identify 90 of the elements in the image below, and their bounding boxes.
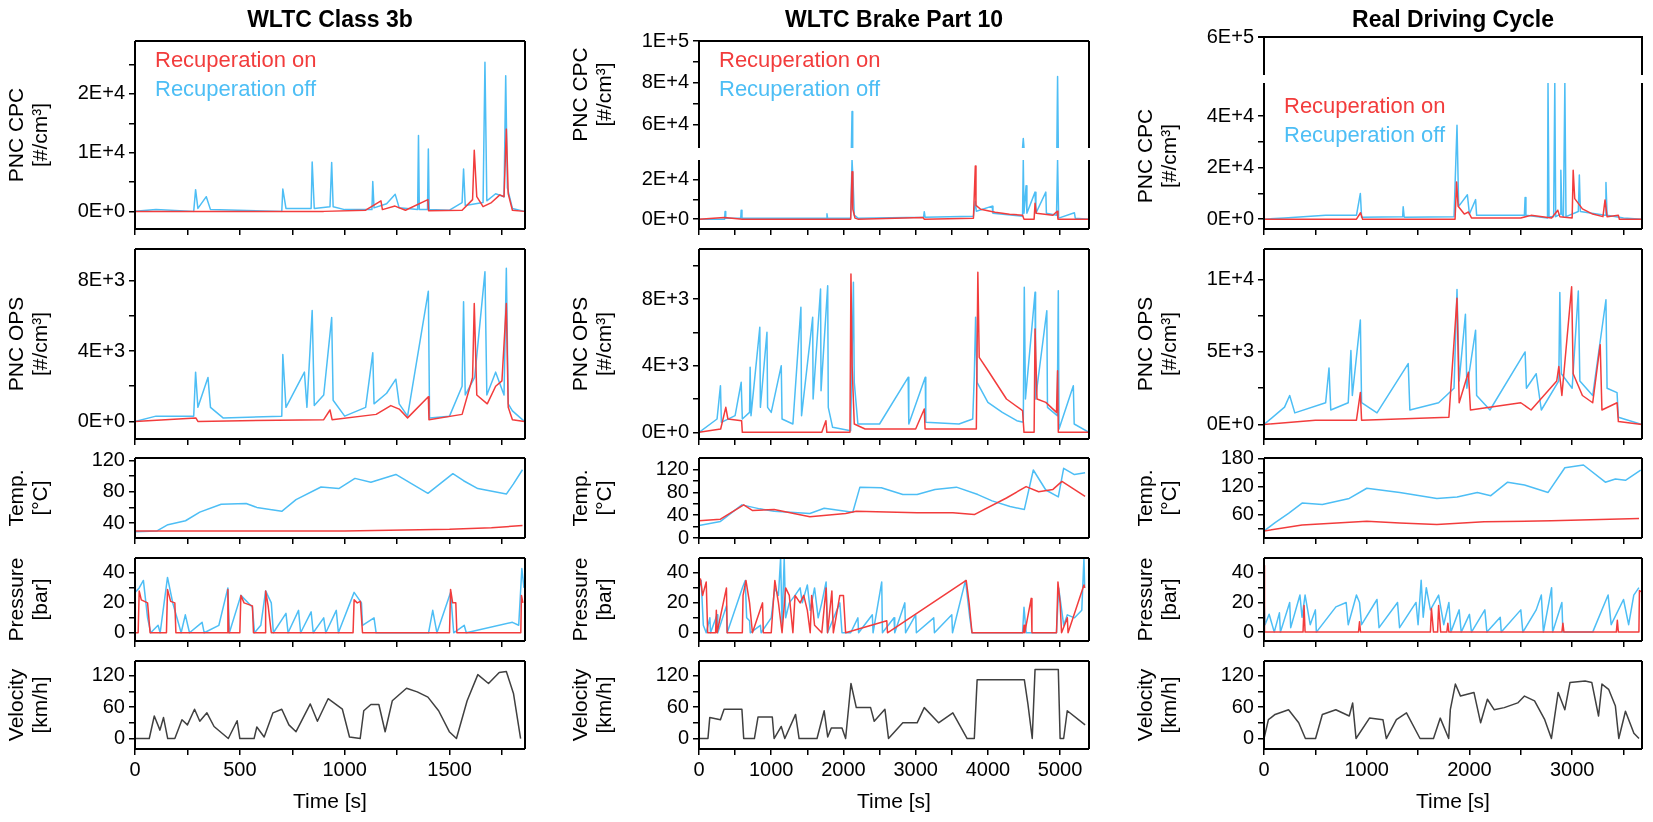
text: 6E+5 bbox=[1206, 24, 1254, 47]
y-tick-label: 80 bbox=[102, 479, 125, 502]
y-tick-label: 8E+3 bbox=[641, 286, 689, 309]
x-tick-label: 1000 bbox=[1344, 757, 1389, 780]
y-axis-title: PNC OPS [#/cm³] bbox=[1132, 296, 1181, 392]
y-tick-label: 0E+0 bbox=[77, 198, 125, 221]
y-tick-label: 40 bbox=[102, 510, 125, 533]
text: Recuperation on bbox=[719, 46, 881, 74]
y-tick-label: 0 bbox=[113, 726, 125, 749]
x-axis-title: Time [s] bbox=[1416, 789, 1490, 813]
y-tick-label: 4E+3 bbox=[641, 353, 689, 376]
chart-title: WLTC Class 3b bbox=[246, 6, 414, 32]
y-axis-title: PNC CPC [#/cm³] bbox=[1132, 108, 1181, 204]
y-tick-label: 40 bbox=[1231, 560, 1254, 583]
y-axis-title: PNC CPC [#/cm³] bbox=[3, 87, 52, 183]
x-tick-label: 1500 bbox=[427, 757, 472, 780]
chart-title: WLTC Brake Part 10 bbox=[783, 6, 1005, 32]
y-tick-label: 60 bbox=[1231, 694, 1254, 717]
y-tick-label: 2E+4 bbox=[641, 167, 689, 190]
y-tick-label: 120 bbox=[91, 663, 125, 686]
x-tick-label: 1000 bbox=[322, 757, 367, 780]
y-tick-label: 40 bbox=[666, 560, 689, 583]
y-tick-label: 1E+4 bbox=[1206, 266, 1254, 289]
y-tick-label: 0E+0 bbox=[77, 408, 125, 431]
y-tick-label: 20 bbox=[102, 590, 125, 613]
series-label: Recuperation off bbox=[1284, 121, 1446, 149]
text: Recuperation off bbox=[719, 75, 881, 103]
y-tick-label: 1E+4 bbox=[77, 140, 125, 163]
y-axis-title: Pressure [bar] bbox=[1132, 557, 1181, 642]
y-tick-label: 0 bbox=[1242, 726, 1254, 749]
x-tick-label: 4000 bbox=[965, 757, 1011, 780]
y-tick-label: 2E+4 bbox=[1206, 155, 1254, 178]
y-axis-title: Temp. [°C] bbox=[1132, 469, 1181, 527]
y-tick-label: 4E+3 bbox=[77, 338, 125, 361]
y-axis-title: Pressure [bar] bbox=[3, 557, 52, 642]
text: Recuperation on bbox=[1284, 92, 1446, 120]
chart-title: Real Driving Cycle bbox=[1351, 6, 1555, 32]
x-tick-label: 2000 bbox=[1447, 757, 1492, 780]
y-tick-label: 40 bbox=[666, 502, 689, 525]
y-tick-label: 0E+0 bbox=[1206, 412, 1254, 435]
y-tick-label: 0 bbox=[677, 726, 689, 749]
x-tick-label: 0 bbox=[1258, 757, 1270, 780]
y-tick-label: 6E+4 bbox=[641, 112, 689, 135]
y-axis-title: PNC CPC [#/cm³] bbox=[567, 47, 616, 142]
y-axis-title: Pressure [bar] bbox=[567, 557, 616, 642]
y-axis-title: Velocity [km/h] bbox=[3, 668, 52, 742]
y-tick-label: 8E+4 bbox=[641, 70, 689, 93]
x-tick-label: 500 bbox=[223, 757, 257, 780]
y-tick-label: 20 bbox=[666, 590, 689, 613]
x-tick-label: 0 bbox=[693, 757, 705, 780]
y-axis-title: Velocity [km/h] bbox=[1132, 668, 1181, 742]
x-tick-label: 0 bbox=[129, 757, 141, 780]
y-tick-label: 120 bbox=[1220, 663, 1254, 686]
y-tick-label: 8E+3 bbox=[77, 268, 125, 291]
y-axis-title: Velocity [km/h] bbox=[567, 668, 616, 742]
y-axis-title: Temp. [°C] bbox=[567, 469, 616, 527]
x-axis-title: Time [s] bbox=[293, 789, 367, 813]
y-tick-label: 0 bbox=[677, 620, 689, 643]
y-tick-label: 180 bbox=[1220, 446, 1254, 469]
x-tick-label: 2000 bbox=[821, 757, 866, 780]
y-tick-label: 60 bbox=[102, 694, 125, 717]
y-tick-label: 120 bbox=[655, 663, 689, 686]
y-axis-title: PNC OPS [#/cm³] bbox=[3, 296, 52, 392]
y-tick-label: 1E+5 bbox=[641, 28, 689, 51]
y-tick-label: 0 bbox=[677, 525, 689, 548]
y-tick-label: 0 bbox=[113, 620, 125, 643]
text: Recuperation on bbox=[155, 46, 317, 74]
y-tick-label: 0E+0 bbox=[641, 206, 689, 229]
y-tick-label: 120 bbox=[655, 456, 689, 479]
y-tick-label: 120 bbox=[91, 447, 125, 470]
y-tick-label: 0E+0 bbox=[641, 419, 689, 442]
y-tick-label: 2E+4 bbox=[77, 81, 125, 104]
x-axis-title: Time [s] bbox=[857, 789, 931, 813]
y-tick-label: 60 bbox=[1231, 502, 1254, 525]
y-axis-title: Temp. [°C] bbox=[3, 469, 52, 527]
y-tick-label: 60 bbox=[666, 694, 689, 717]
y-tick-label: 4E+4 bbox=[1206, 103, 1254, 126]
y-tick-label: 0 bbox=[1242, 619, 1254, 642]
x-tick-label: 3000 bbox=[893, 757, 938, 780]
y-tick-label: 20 bbox=[1231, 589, 1254, 612]
y-tick-label: 80 bbox=[666, 479, 689, 502]
x-tick-label: 5000 bbox=[1037, 757, 1083, 780]
x-tick-label: 3000 bbox=[1549, 757, 1595, 780]
y-tick-label: 120 bbox=[1220, 474, 1254, 497]
y-axis-title: PNC OPS [#/cm³] bbox=[567, 296, 616, 392]
y-tick-label: 0E+0 bbox=[1206, 206, 1254, 229]
x-tick-label: 1000 bbox=[748, 757, 794, 780]
y-tick-label: 5E+3 bbox=[1206, 339, 1254, 362]
y-tick-label: 40 bbox=[102, 560, 125, 583]
text: Recuperation off bbox=[155, 75, 317, 103]
